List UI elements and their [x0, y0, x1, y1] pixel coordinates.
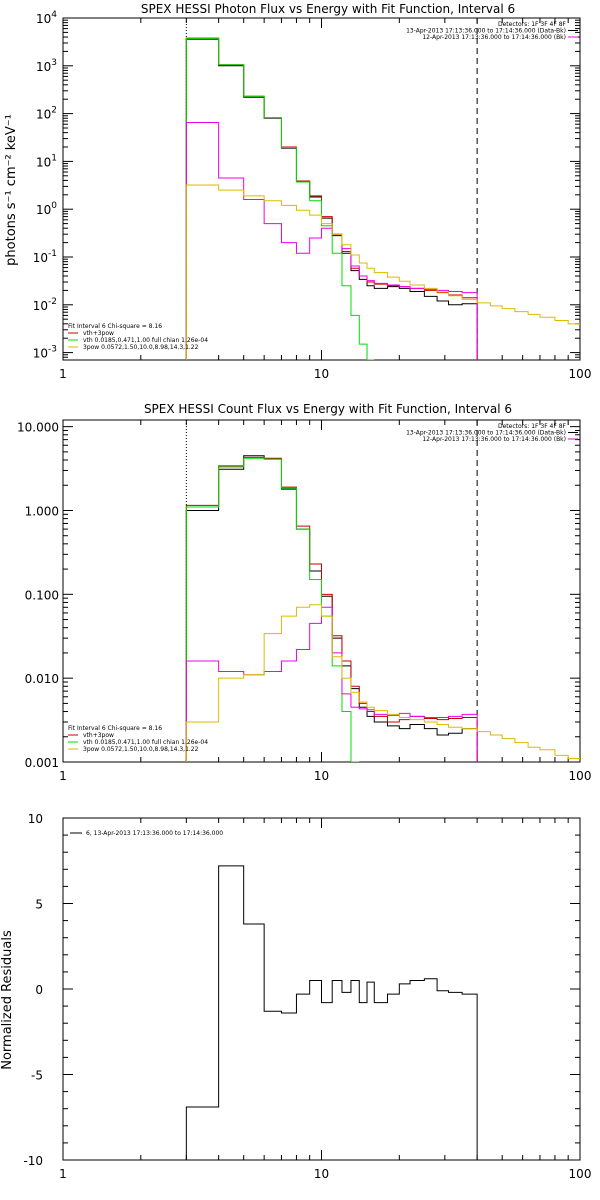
y-tick-label: 100 [36, 201, 57, 217]
series-line-1 [185, 456, 478, 762]
series-line-0 [185, 865, 478, 1160]
series-line-2 [185, 457, 360, 762]
legend-top-entry: 12-Apr-2013 17:13:36.000 to 17:14:36.000… [422, 436, 566, 443]
x-tick-label: 100 [569, 769, 592, 783]
x-tick-label: 1 [59, 1167, 67, 1181]
series-line-4 [185, 184, 580, 360]
series-line-4 [185, 604, 580, 762]
y-tick-label: -10 [23, 1154, 43, 1168]
series-line-2 [185, 38, 375, 360]
y-tick-label: 104 [36, 10, 57, 26]
legend-entry: 6, 13-Apr-2013 17:13:36.000 to 17:14:36.… [86, 830, 223, 837]
legend-top-entry: 12-Apr-2013 17:13:36.000 to 17:14:36.000… [422, 34, 566, 41]
series-line-0 [185, 38, 478, 360]
y-tick-label: 10-2 [33, 297, 57, 313]
y-tick-label: -5 [31, 1069, 43, 1083]
y-tick-label: 0.010 [25, 672, 59, 686]
legend-entry: vth 0.0185,0.471,1.00 full chian 1.26e-0… [83, 337, 208, 344]
panel3-ylabel: Normalized Residuals [0, 930, 15, 1070]
count-flux-panel: SPEX HESSI Count Flux vs Energy with Fit… [17, 402, 591, 783]
panel1-title: SPEX HESSI Photon Flux vs Energy with Fi… [141, 2, 515, 16]
legend-top-entry: Detectors: 1F 3F 4F 8F [498, 21, 567, 28]
x-tick-label: 1 [59, 367, 67, 381]
legend-top-entry: 13-Apr-2013 17:13:36.000 to 17:14:36.000… [406, 430, 566, 437]
x-tick-label: 1 [59, 769, 67, 783]
legend-entry: vth 0.0185,0.471,1.00 full chian 1.26e-0… [83, 739, 208, 746]
y-tick-label: 102 [36, 106, 57, 122]
panel2-title: SPEX HESSI Count Flux vs Energy with Fit… [144, 402, 512, 416]
y-tick-label: 101 [36, 153, 57, 169]
legend-top-entry: 13-Apr-2013 17:13:36.000 to 17:14:36.000… [406, 28, 566, 35]
y-tick-label: 0 [35, 983, 43, 997]
y-tick-label: 0.100 [25, 588, 59, 602]
x-tick-label: 10 [314, 769, 329, 783]
photon-flux-panel: SPEX HESSI Photon Flux vs Energy with Fi… [4, 2, 591, 381]
y-tick-label: 5 [35, 898, 43, 912]
residuals-panel: Normalized Residuals 1 10 100 10 5 0 -5 -10 6, 1… [0, 812, 591, 1181]
x-tick-label: 100 [569, 367, 592, 381]
legend-entry: 3pow 0.0572,1.50,10.0,8.98,14.3,1.22 [83, 344, 199, 351]
legend-entry: vth+3pow [83, 330, 114, 337]
y-tick-label: 0.001 [25, 756, 59, 770]
y-tick-label: 10-3 [33, 345, 57, 361]
panel1-ylabel: photons s⁻¹ cm⁻² keV⁻¹ [4, 114, 19, 266]
y-tick-label: 10 [28, 812, 43, 826]
series-line-3 [185, 122, 478, 360]
y-tick-label: 10.000 [17, 421, 59, 435]
x-tick-label: 100 [569, 1167, 592, 1181]
legend-entry: 3pow 0.0572,1.50,10.0,8.98,14.3,1.22 [83, 746, 199, 753]
legend-entry: Fit Interval 6 Chi-square = 8.16 [68, 725, 162, 732]
y-tick-label: 103 [36, 58, 57, 74]
x-tick-label: 10 [314, 1167, 329, 1181]
legend-entry: vth+3pow [83, 732, 114, 739]
x-tick-label: 10 [314, 367, 329, 381]
legend-entry: Fit Interval 6 Chi-square = 8.16 [68, 323, 162, 330]
legend-top-entry: Detectors: 1F 3F 4F 8F [498, 423, 567, 430]
y-tick-label: 1.000 [25, 504, 59, 518]
series-line-1 [185, 37, 478, 360]
y-tick-label: 10-1 [33, 249, 57, 265]
